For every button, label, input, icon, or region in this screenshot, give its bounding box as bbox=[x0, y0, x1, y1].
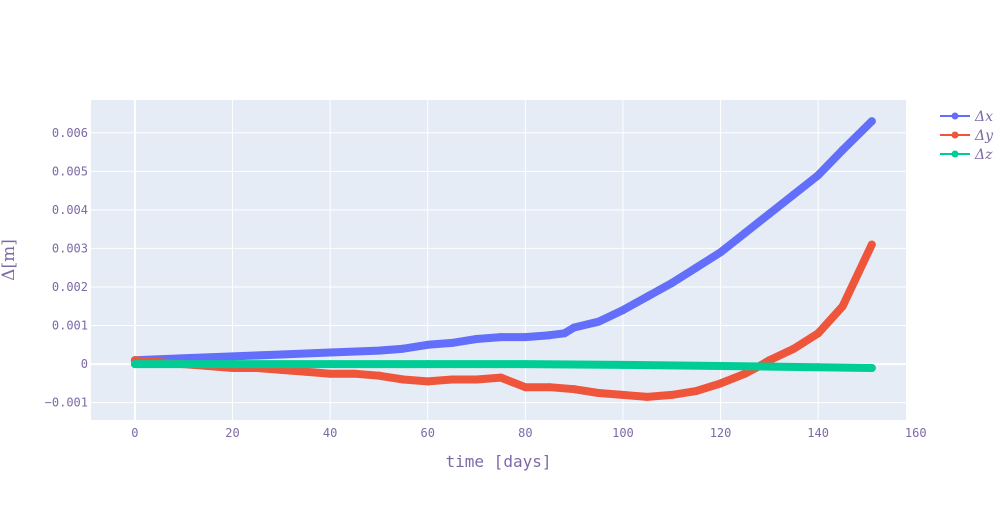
series-point bbox=[740, 369, 749, 378]
series-point bbox=[301, 367, 310, 376]
series-point bbox=[374, 371, 383, 380]
series-point bbox=[814, 329, 823, 338]
series-point bbox=[570, 323, 579, 332]
legend: Δx Δy Δz bbox=[940, 109, 994, 163]
series-point bbox=[521, 333, 530, 342]
series-point bbox=[765, 209, 774, 218]
x-axis-title: time [days] bbox=[446, 452, 552, 471]
series-point bbox=[789, 190, 798, 199]
series-point bbox=[692, 387, 701, 396]
plot-area bbox=[91, 100, 906, 420]
series-point bbox=[814, 363, 823, 372]
series-point bbox=[692, 263, 701, 272]
series-point bbox=[423, 377, 432, 386]
series-point bbox=[594, 317, 603, 326]
series-point bbox=[867, 117, 876, 126]
legend-marker bbox=[951, 112, 959, 120]
series-point bbox=[374, 346, 383, 355]
series-point bbox=[521, 383, 530, 392]
series-line-2 bbox=[130, 360, 876, 372]
series-point bbox=[423, 360, 432, 369]
series-point bbox=[867, 240, 876, 249]
series-point bbox=[667, 390, 676, 399]
series-point bbox=[472, 335, 481, 344]
x-tick-label: 0 bbox=[131, 426, 138, 440]
x-tick-label: 160 bbox=[905, 426, 927, 440]
series-point bbox=[496, 333, 505, 342]
series-point bbox=[765, 356, 774, 365]
series-point bbox=[228, 352, 237, 361]
y-tick-label: 0.004 bbox=[52, 203, 88, 217]
x-tick-label: 80 bbox=[518, 426, 532, 440]
series-point bbox=[545, 331, 554, 340]
series-layer bbox=[130, 117, 876, 401]
series-point bbox=[618, 360, 627, 369]
series-point bbox=[130, 360, 139, 369]
series-point bbox=[667, 279, 676, 288]
series-point bbox=[740, 229, 749, 238]
y-tick-label: −0.001 bbox=[45, 396, 88, 410]
series-point bbox=[545, 383, 554, 392]
series-point bbox=[399, 344, 408, 353]
y-tick-label: 0.006 bbox=[52, 126, 88, 140]
series-point bbox=[643, 292, 652, 301]
x-tick-label: 60 bbox=[421, 426, 435, 440]
series-point bbox=[423, 340, 432, 349]
series-point bbox=[472, 375, 481, 384]
x-tick-label: 140 bbox=[807, 426, 829, 440]
series-point bbox=[399, 375, 408, 384]
legend-label: Δz bbox=[974, 147, 993, 163]
legend-label: Δx bbox=[974, 109, 993, 125]
series-point bbox=[716, 379, 725, 388]
y-axis-ticks: −0.001 0 0.001 0.002 0.003 0.004 0.005 0.006 bbox=[45, 126, 88, 410]
series-point bbox=[838, 146, 847, 155]
series-point bbox=[716, 362, 725, 371]
series-point bbox=[350, 369, 359, 378]
series-point bbox=[448, 375, 457, 384]
y-tick-label: 0.002 bbox=[52, 280, 88, 294]
series-point bbox=[814, 171, 823, 180]
y-tick-label: 0.003 bbox=[52, 241, 88, 255]
y-tick-label: 0.005 bbox=[52, 164, 88, 178]
y-tick-label: 0.001 bbox=[52, 319, 88, 333]
series-point bbox=[643, 392, 652, 401]
series-point bbox=[594, 389, 603, 398]
series-point bbox=[570, 385, 579, 394]
series-point bbox=[838, 302, 847, 311]
series-point bbox=[560, 329, 569, 338]
series-point bbox=[618, 390, 627, 399]
x-tick-label: 120 bbox=[710, 426, 732, 440]
y-tick-label: 0 bbox=[81, 357, 88, 371]
series-point bbox=[448, 338, 457, 347]
series-point bbox=[867, 363, 876, 372]
series-point bbox=[716, 248, 725, 257]
series-point bbox=[521, 360, 530, 369]
series-point bbox=[326, 369, 335, 378]
legend-marker bbox=[951, 131, 959, 139]
series-point bbox=[326, 348, 335, 357]
series-point bbox=[496, 373, 505, 382]
series-point bbox=[277, 350, 286, 359]
x-tick-label: 20 bbox=[225, 426, 239, 440]
legend-label: Δy bbox=[974, 128, 994, 144]
series-point bbox=[326, 360, 335, 369]
legend-marker bbox=[951, 150, 959, 158]
y-axis-title: Δ[m] bbox=[0, 239, 19, 281]
series-point bbox=[789, 344, 798, 353]
series-point bbox=[618, 306, 627, 315]
x-axis-ticks: 0 20 40 60 80 100 120 140 160 bbox=[131, 426, 926, 440]
x-tick-label: 100 bbox=[612, 426, 634, 440]
x-tick-label: 40 bbox=[323, 426, 337, 440]
series-point bbox=[228, 360, 237, 369]
